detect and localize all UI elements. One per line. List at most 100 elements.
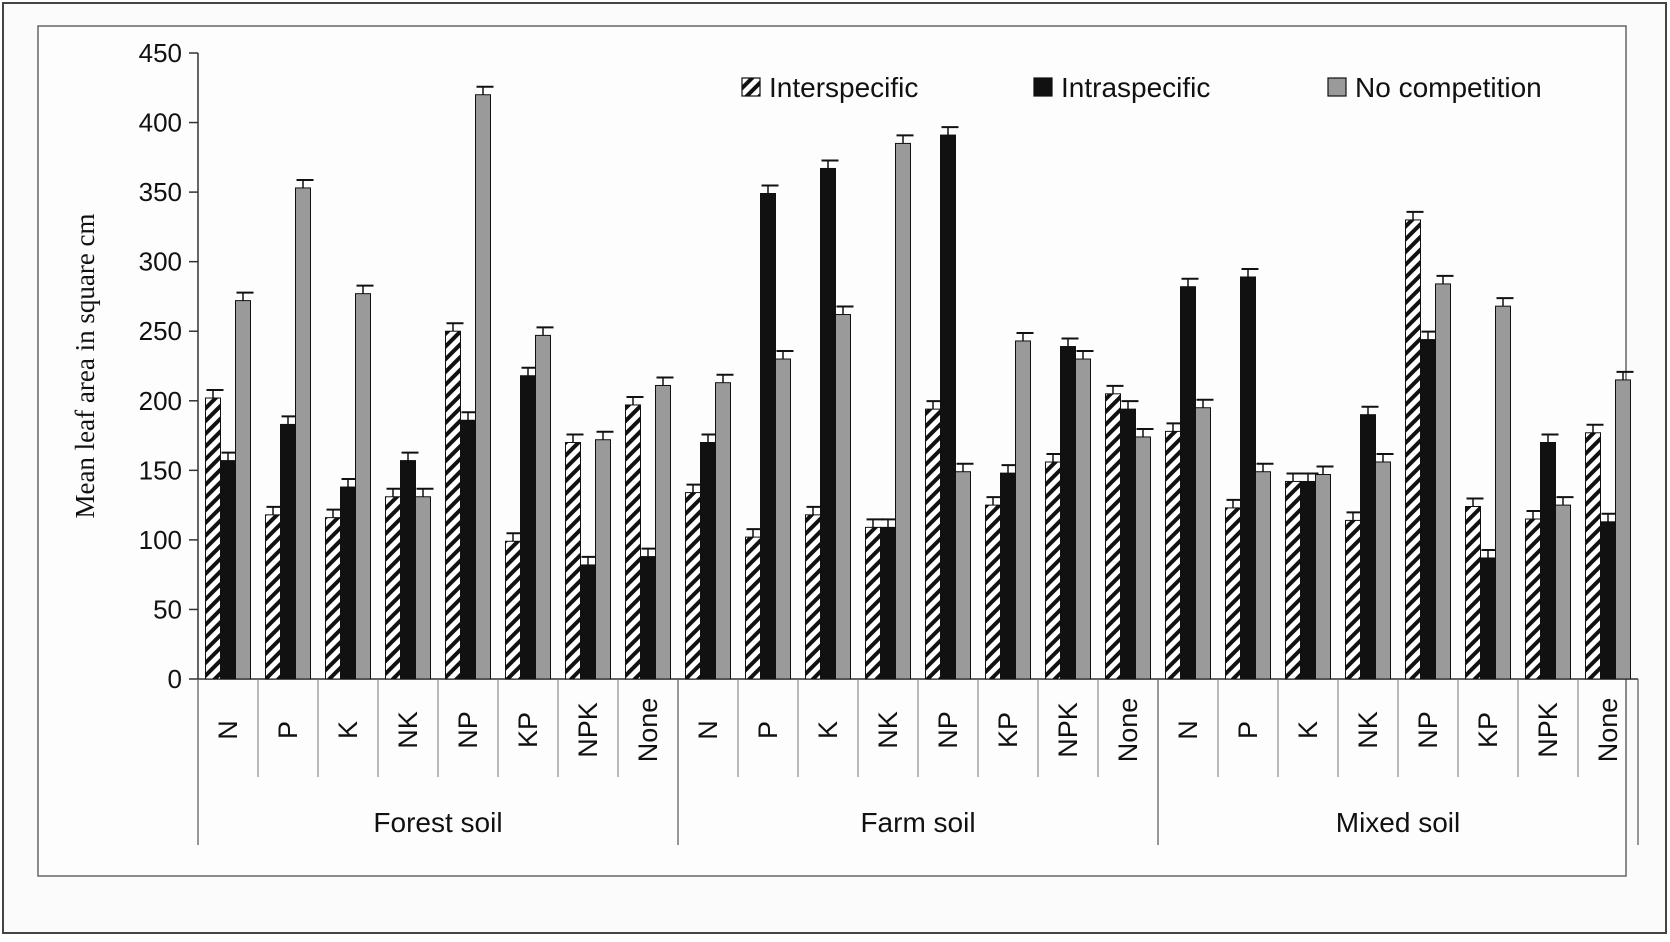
x-category-label: NP: [453, 711, 483, 749]
bar-interspecific: [1285, 480, 1301, 680]
bar-intraspecific: [1540, 442, 1556, 680]
x-group-label: Mixed soil: [1336, 807, 1460, 838]
bar-no-competition: [715, 382, 731, 680]
bar-intraspecific: [1120, 408, 1136, 680]
x-category-label: None: [1113, 698, 1143, 763]
y-tick-label: 300: [139, 247, 182, 277]
y-tick-label: 150: [139, 455, 182, 485]
bar-intraspecific: [940, 134, 956, 680]
bar-no-competition: [1195, 407, 1211, 680]
bar-intraspecific: [580, 564, 596, 680]
x-category-label: KP: [1473, 712, 1503, 748]
bar-no-competition: [1615, 379, 1631, 680]
bar-intraspecific: [1240, 276, 1256, 680]
x-category-label: K: [1293, 721, 1323, 739]
bar-no-competition: [955, 471, 971, 680]
bar-intraspecific: [820, 167, 836, 680]
y-tick-label: 0: [168, 664, 182, 694]
x-category-label: NPK: [1053, 702, 1083, 758]
bar-intraspecific: [340, 486, 356, 680]
x-category-label: NK: [873, 711, 903, 749]
bar-interspecific: [445, 330, 461, 680]
bar-no-competition: [235, 300, 251, 680]
bar-no-competition: [475, 94, 491, 680]
bar-no-competition: [295, 187, 311, 680]
bar-interspecific: [925, 408, 941, 680]
bar-intraspecific: [280, 423, 296, 680]
bar-intraspecific: [1360, 414, 1376, 680]
x-category-label: NP: [1413, 711, 1443, 749]
bar-interspecific: [745, 536, 761, 680]
x-category-label: KP: [993, 712, 1023, 748]
y-tick-label: 100: [139, 525, 182, 555]
y-tick-label: 350: [139, 177, 182, 207]
x-category-label: NP: [933, 711, 963, 749]
bar-no-competition: [775, 358, 791, 680]
x-group-label: Forest soil: [373, 807, 502, 838]
bar-intraspecific: [1060, 346, 1076, 680]
bar-no-competition: [1255, 471, 1271, 680]
x-category-label: None: [633, 698, 663, 763]
bar-intraspecific: [1420, 339, 1436, 680]
x-category-label: N: [693, 720, 723, 740]
bar-no-competition: [1555, 504, 1571, 680]
bar-interspecific: [625, 404, 641, 680]
bar-interspecific: [1525, 518, 1541, 680]
bar-interspecific: [1345, 519, 1361, 680]
x-category-label: NPK: [573, 702, 603, 758]
bar-intraspecific: [700, 442, 716, 680]
y-tick-label: 50: [153, 594, 182, 624]
bar-intraspecific: [880, 526, 896, 680]
bar-intraspecific: [400, 460, 416, 680]
y-tick-label: 250: [139, 316, 182, 346]
bar-intraspecific: [460, 419, 476, 680]
bar-interspecific: [325, 517, 341, 680]
bar-interspecific: [385, 496, 401, 680]
bar-interspecific: [1165, 430, 1181, 680]
x-category-label: K: [813, 721, 843, 739]
bar-interspecific: [1105, 393, 1121, 680]
bar-interspecific: [505, 540, 521, 680]
bar-intraspecific: [1300, 480, 1316, 680]
bar-no-competition: [355, 293, 371, 680]
bar-intraspecific: [520, 375, 536, 680]
legend-swatch-no-competition: [1327, 77, 1347, 97]
bar-interspecific: [205, 397, 221, 680]
legend-swatch-interspecific: [741, 77, 761, 97]
bar-no-competition: [1495, 305, 1511, 680]
bar-no-competition: [1435, 283, 1451, 680]
bar-intraspecific: [1180, 286, 1196, 680]
bar-no-competition: [415, 496, 431, 680]
bar-interspecific: [1405, 219, 1421, 680]
bar-no-competition: [1015, 340, 1031, 680]
bar-interspecific: [685, 492, 701, 680]
bar-no-competition: [1375, 461, 1391, 680]
bar-no-competition: [655, 384, 671, 680]
bar-no-competition: [895, 142, 911, 680]
bar-interspecific: [1465, 506, 1481, 680]
bar-no-competition: [1075, 358, 1091, 680]
bar-interspecific: [985, 504, 1001, 680]
bar-intraspecific: [1480, 557, 1496, 680]
legend-swatch-intraspecific: [1033, 77, 1053, 97]
bar-no-competition: [1315, 474, 1331, 680]
x-category-label: P: [273, 721, 303, 739]
bar-no-competition: [1135, 436, 1151, 680]
x-group-label: Farm soil: [860, 807, 975, 838]
x-category-label: K: [333, 721, 363, 739]
x-category-label: KP: [513, 712, 543, 748]
bar-interspecific: [865, 526, 881, 680]
legend-label: Intraspecific: [1061, 72, 1210, 103]
bar-intraspecific: [1000, 472, 1016, 680]
x-category-label: N: [1173, 720, 1203, 740]
bar-interspecific: [1225, 507, 1241, 680]
bar-no-competition: [595, 439, 611, 680]
bar-interspecific: [265, 514, 281, 680]
x-category-label: NPK: [1533, 702, 1563, 758]
y-tick-label: 450: [139, 38, 182, 68]
y-tick-label: 200: [139, 386, 182, 416]
x-category-label: N: [213, 720, 243, 740]
y-tick-label: 400: [139, 108, 182, 138]
